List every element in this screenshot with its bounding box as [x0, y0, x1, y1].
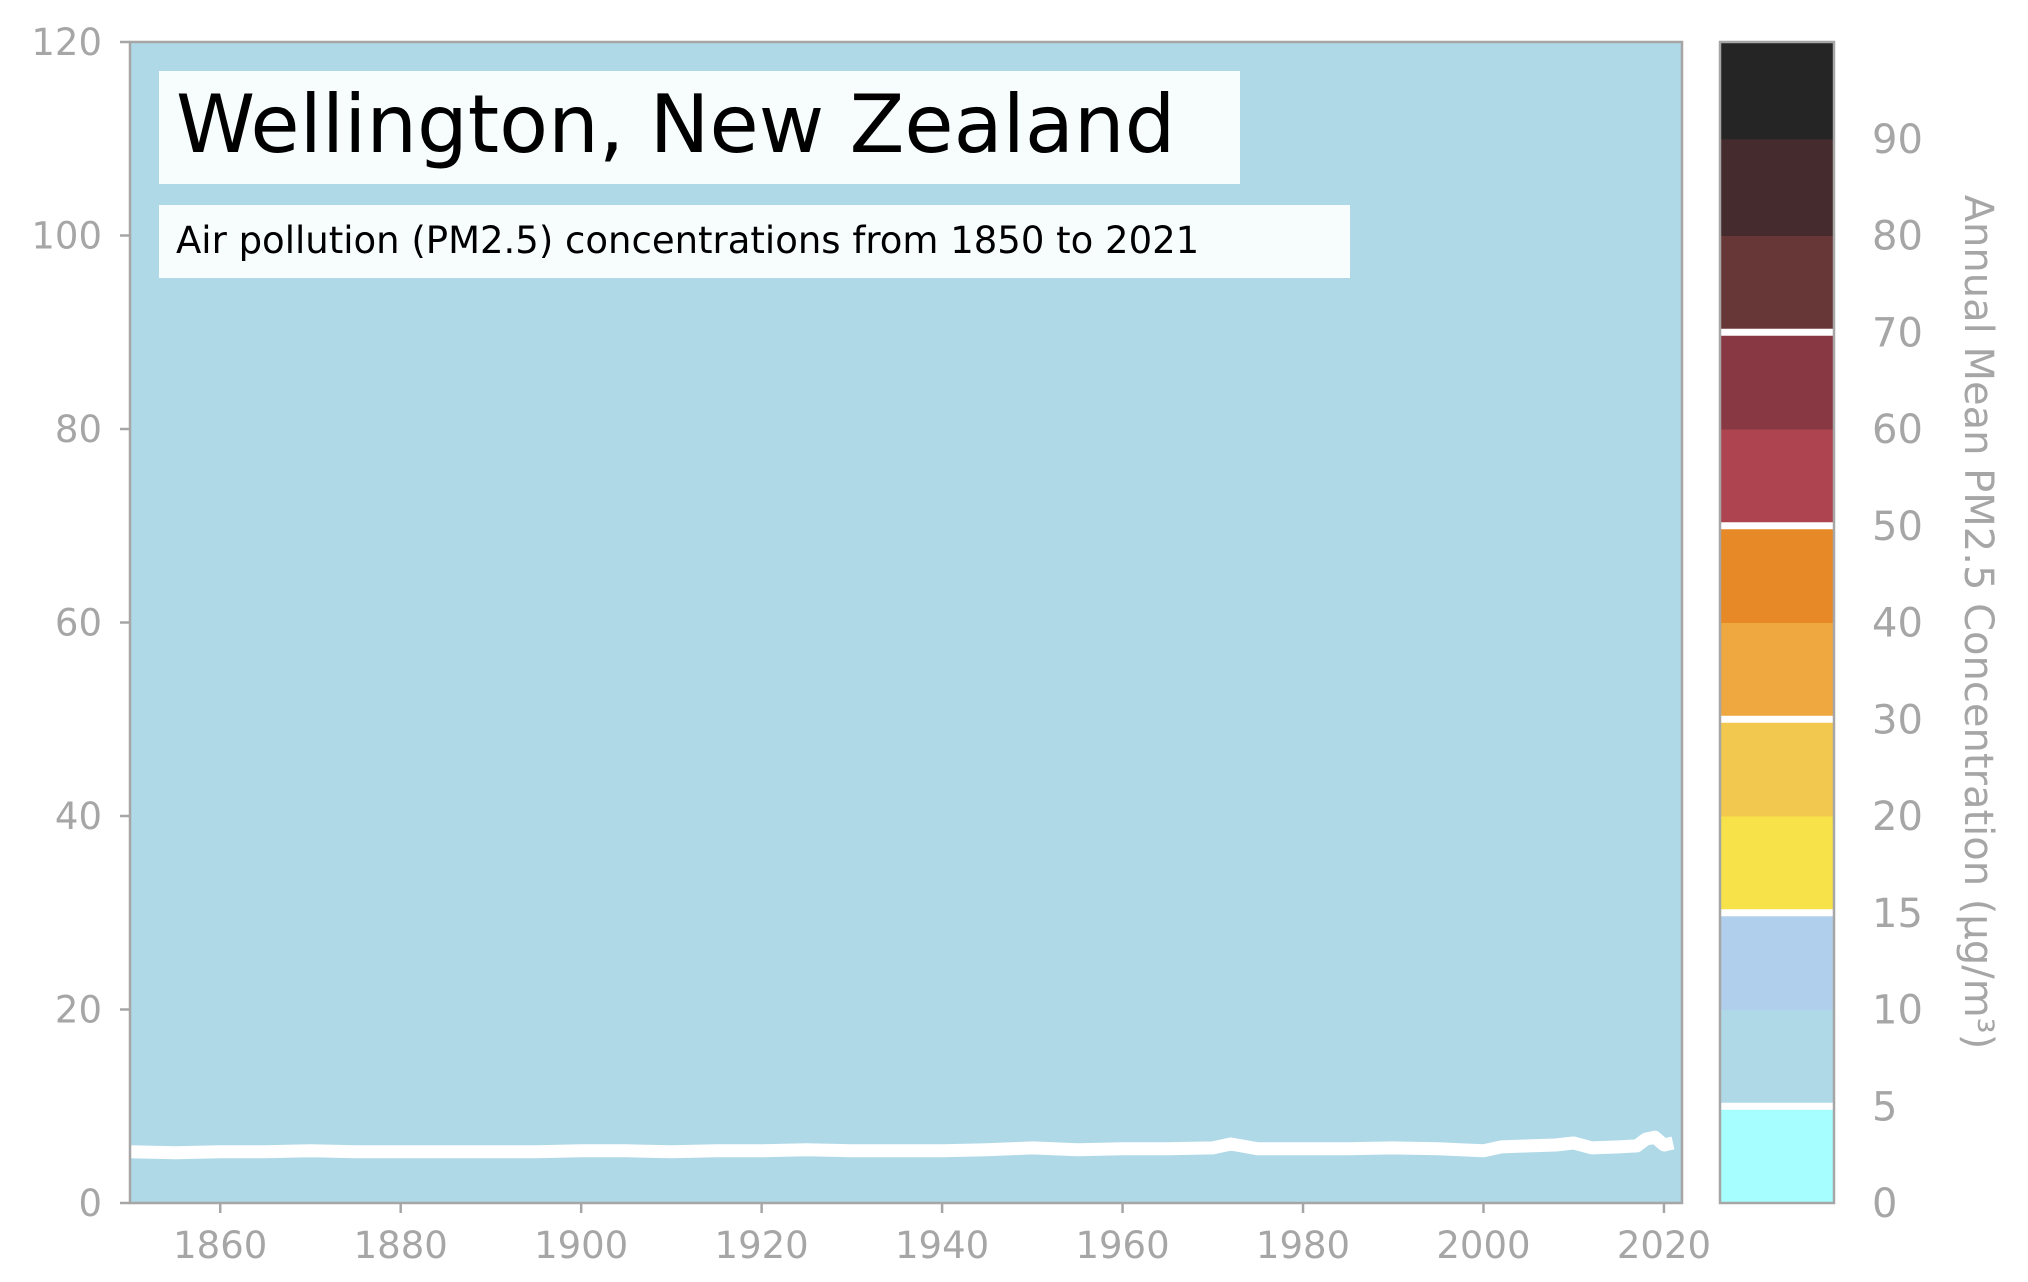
colorbar-tick-label: 15	[1872, 891, 1923, 937]
x-tick-label: 1920	[715, 1224, 809, 1267]
x-tick-label: 1900	[534, 1224, 628, 1267]
y-tick-label: 60	[55, 602, 102, 645]
colorbar-band	[1720, 235, 1834, 333]
colorbar-band	[1720, 719, 1834, 817]
y-tick-label: 100	[31, 215, 102, 258]
x-tick-label: 1940	[895, 1224, 989, 1267]
subtitle-box	[159, 205, 1350, 278]
chart-title: Wellington, New Zealand	[176, 78, 1175, 171]
colorbar-frame	[1718, 40, 1836, 1205]
colorbar-band	[1720, 525, 1834, 623]
series-line-0	[129, 1130, 1675, 1160]
chart-subtitle: Air pollution (PM2.5) concentrations fro…	[176, 219, 1199, 262]
colorbar-band	[1720, 816, 1834, 914]
colorbar-label: Annual Mean PM2.5 Concentration (μg/m³)	[1955, 195, 2001, 1050]
colorbar-band	[1720, 138, 1834, 236]
x-axis: 1860 1880 1900 1920 1940 1960 1980 2000 2020	[173, 1203, 1711, 1267]
colorbar-tick-label: 60	[1872, 407, 1923, 453]
colorbar-tick-label: 50	[1872, 504, 1923, 550]
y-tick-label: 120	[31, 21, 102, 64]
x-tick-label: 1960	[1075, 1224, 1169, 1267]
colorbar-tick-label: 90	[1872, 117, 1923, 163]
colorbar-tick-label: 20	[1872, 794, 1923, 840]
colorbar: 0 5 10 15 20 30 40 50 60 70 80 90	[1718, 40, 1923, 1227]
colorbar-band	[1720, 1009, 1834, 1107]
y-tick-label: 40	[55, 795, 102, 838]
colorbar-band	[1720, 429, 1834, 527]
colorbar-band	[1720, 1106, 1834, 1204]
y-tick-label: 80	[55, 408, 102, 451]
colorbar-band	[1720, 912, 1834, 1010]
colorbar-tick-label: 10	[1872, 988, 1923, 1034]
colorbar-tick-label: 5	[1872, 1084, 1897, 1130]
colorbar-band	[1720, 42, 1834, 140]
series-layer	[129, 1130, 1675, 1160]
x-tick-label: 1860	[173, 1224, 267, 1267]
title-box	[159, 71, 1240, 184]
y-tick-label: 20	[55, 989, 102, 1032]
y-tick-label: 0	[78, 1182, 102, 1225]
x-tick-label: 2000	[1436, 1224, 1530, 1267]
colorbar-tick-label: 30	[1872, 697, 1923, 743]
colorbar-band	[1720, 332, 1834, 430]
colorbar-tick-label: 70	[1872, 310, 1923, 356]
x-tick-label: 1880	[354, 1224, 448, 1267]
y-axis: 0 20 40 60 80 100 120	[31, 21, 130, 1225]
colorbar-band	[1720, 622, 1834, 720]
x-tick-label: 1980	[1256, 1224, 1350, 1267]
x-tick-label: 2020	[1617, 1224, 1711, 1267]
colorbar-tick-label: 0	[1872, 1181, 1897, 1227]
colorbar-tick-label: 40	[1872, 601, 1923, 647]
colorbar-tick-label: 80	[1872, 214, 1923, 260]
